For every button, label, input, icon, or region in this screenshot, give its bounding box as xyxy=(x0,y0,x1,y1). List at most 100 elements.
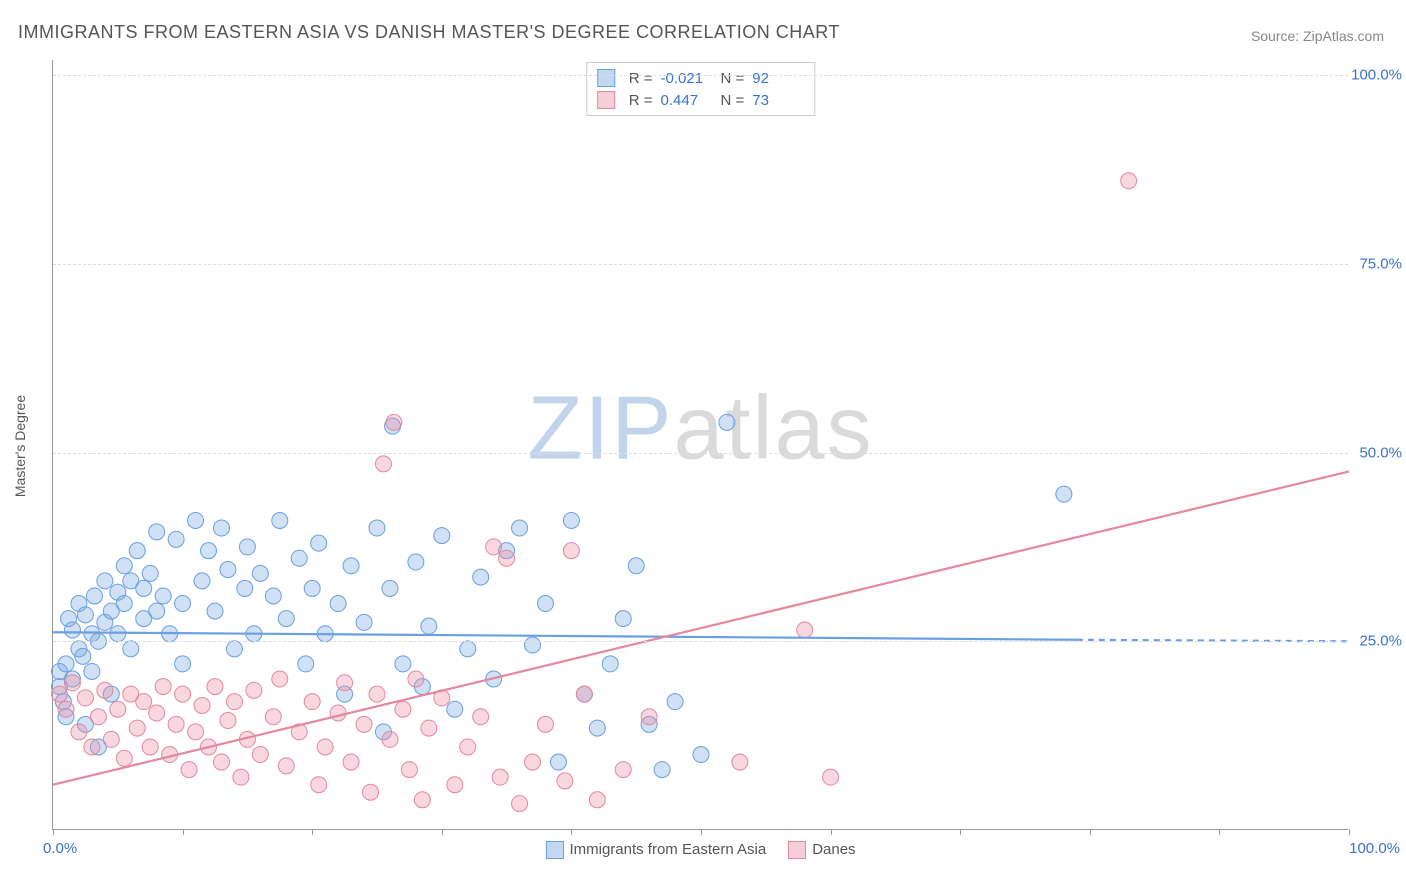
data-point xyxy=(84,663,100,679)
data-point xyxy=(278,758,294,774)
data-point xyxy=(343,754,359,770)
legend-item: Danes xyxy=(788,841,855,859)
data-point xyxy=(220,562,236,578)
legend-swatch xyxy=(545,841,563,859)
data-point xyxy=(356,716,372,732)
data-point xyxy=(142,565,158,581)
data-point xyxy=(460,641,476,657)
data-point xyxy=(75,648,91,664)
x-tick xyxy=(53,829,54,835)
data-point xyxy=(213,754,229,770)
chart-svg xyxy=(53,60,1348,829)
x-axis-max-label: 100.0% xyxy=(1349,840,1400,857)
data-point xyxy=(265,709,281,725)
data-point xyxy=(375,456,391,472)
data-point xyxy=(207,679,223,695)
data-point xyxy=(421,720,437,736)
data-point xyxy=(447,701,463,717)
data-point xyxy=(97,573,113,589)
data-point xyxy=(654,762,670,778)
data-point xyxy=(71,724,87,740)
data-point xyxy=(149,705,165,721)
series-legend: Immigrants from Eastern Asia Danes xyxy=(545,841,855,859)
data-point xyxy=(252,747,268,763)
data-point xyxy=(408,671,424,687)
data-point xyxy=(719,414,735,430)
data-point xyxy=(369,686,385,702)
data-point xyxy=(272,512,288,528)
data-point xyxy=(486,539,502,555)
data-point xyxy=(84,739,100,755)
data-point xyxy=(246,682,262,698)
data-point xyxy=(175,656,191,672)
data-point xyxy=(103,731,119,747)
data-point xyxy=(823,769,839,785)
data-point xyxy=(207,603,223,619)
x-tick xyxy=(1219,829,1220,835)
data-point xyxy=(201,543,217,559)
data-point xyxy=(149,603,165,619)
data-point xyxy=(188,724,204,740)
data-point xyxy=(337,675,353,691)
data-point xyxy=(1121,173,1137,189)
data-point xyxy=(576,686,592,702)
data-point xyxy=(291,550,307,566)
legend-item: Immigrants from Eastern Asia xyxy=(545,841,766,859)
data-point xyxy=(252,565,268,581)
y-tick-label: 100.0% xyxy=(1351,67,1402,84)
stat-r-label: R = xyxy=(629,92,653,109)
data-point xyxy=(330,596,346,612)
data-point xyxy=(149,524,165,540)
stat-n-value: 73 xyxy=(752,92,804,109)
data-point xyxy=(278,611,294,627)
x-tick xyxy=(312,829,313,835)
stat-n-label: N = xyxy=(721,92,745,109)
data-point xyxy=(129,720,145,736)
data-point xyxy=(64,675,80,691)
data-point xyxy=(233,769,249,785)
data-point xyxy=(641,709,657,725)
data-point xyxy=(110,701,126,717)
chart-title: IMMIGRANTS FROM EASTERN ASIA VS DANISH M… xyxy=(18,22,840,43)
data-point xyxy=(226,694,242,710)
data-point xyxy=(615,611,631,627)
data-point xyxy=(382,731,398,747)
data-point xyxy=(51,686,67,702)
gridline xyxy=(53,453,1348,454)
data-point xyxy=(194,573,210,589)
data-point xyxy=(369,520,385,536)
data-point xyxy=(557,773,573,789)
y-axis-label: Master's Degree xyxy=(12,395,28,497)
data-point xyxy=(265,588,281,604)
data-point xyxy=(343,558,359,574)
stat-r-value: -0.021 xyxy=(661,70,713,87)
data-point xyxy=(615,762,631,778)
data-point xyxy=(414,792,430,808)
data-point xyxy=(363,784,379,800)
gridline xyxy=(53,75,1348,76)
data-point xyxy=(797,622,813,638)
stat-r-label: R = xyxy=(629,70,653,87)
trend-line xyxy=(53,632,1077,640)
data-point xyxy=(473,709,489,725)
data-point xyxy=(628,558,644,574)
x-tick xyxy=(1349,829,1350,835)
stats-legend: R =-0.021N =92R =0.447N =73 xyxy=(586,62,816,116)
data-point xyxy=(602,656,618,672)
data-point xyxy=(382,580,398,596)
data-point xyxy=(395,656,411,672)
data-point xyxy=(589,720,605,736)
gridline xyxy=(53,264,1348,265)
data-point xyxy=(58,701,74,717)
y-tick-label: 75.0% xyxy=(1359,255,1402,272)
data-point xyxy=(194,697,210,713)
data-point xyxy=(525,637,541,653)
x-tick xyxy=(1090,829,1091,835)
stat-n-value: 92 xyxy=(752,70,804,87)
data-point xyxy=(181,762,197,778)
x-tick xyxy=(183,829,184,835)
data-point xyxy=(356,614,372,630)
data-point xyxy=(298,656,314,672)
data-point xyxy=(136,694,152,710)
data-point xyxy=(129,543,145,559)
